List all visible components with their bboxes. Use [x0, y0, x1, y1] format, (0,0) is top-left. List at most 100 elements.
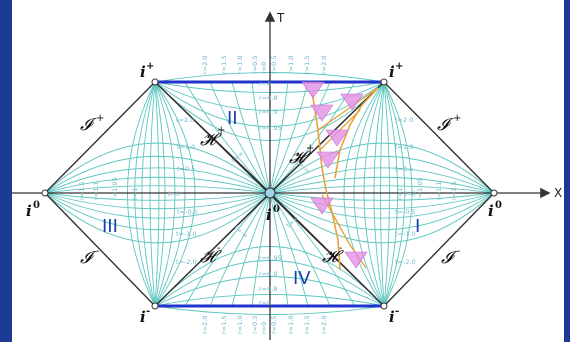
grid-curve: [269, 192, 331, 307]
grid-curve: [209, 81, 271, 194]
center-i-sup: 0: [273, 204, 280, 215]
past-left-i-sup: -: [146, 306, 150, 317]
grid-curve: [269, 192, 289, 307]
region-I: I: [415, 216, 420, 237]
grid-curve: [269, 192, 495, 210]
future-right-i: i: [389, 63, 395, 81]
light-cones: [301, 81, 368, 269]
grid-curve: [44, 192, 271, 231]
scri-minus-left-sup: -: [96, 246, 99, 257]
bottom-r-label: r=0.5: [251, 316, 259, 334]
light-cone: [344, 251, 368, 269]
bottom-r-label: r=1.0: [236, 316, 244, 334]
future-right-point: [380, 78, 388, 86]
light-cone: [325, 129, 349, 147]
t-label-right: t=-1.0: [395, 230, 416, 238]
t-label-right: t=0: [404, 190, 416, 198]
spatial-right-i-sup: 0: [495, 200, 502, 211]
bottom-r-label: r=1.0: [287, 316, 295, 334]
light-cone: [310, 197, 334, 215]
top-r-label: r=0: [260, 62, 268, 74]
central-r-label: r=0.8: [259, 285, 277, 293]
grid-curve: [184, 192, 271, 307]
scri-plus-right-sup: +: [453, 113, 461, 124]
grid-curve: [269, 192, 495, 201]
bottom-r-label: r=1.5: [220, 316, 228, 334]
t-label-right: t=-2.0: [395, 258, 416, 266]
light-cone: [316, 151, 340, 169]
bottom-r-label: r=1.5: [303, 316, 311, 334]
grid-curve: [44, 192, 271, 219]
scri-minus-left: 𝓘: [80, 248, 97, 268]
grid-curve: [269, 192, 495, 231]
r-label-left: r=1.1: [92, 182, 100, 200]
region-II: II: [227, 108, 238, 129]
bottom-r-label: r=0: [260, 322, 268, 334]
grid-curve: [209, 192, 271, 307]
spatial-left-point: [41, 189, 49, 197]
grid-curve: [251, 81, 271, 194]
t-label-left: t=0.5: [177, 165, 195, 173]
scri-minus-right: 𝓘: [441, 248, 458, 268]
past-right-point: [380, 302, 388, 310]
past-left-point: [151, 302, 159, 310]
corner-points: [41, 78, 498, 310]
central-r-label: r=0.95: [259, 124, 282, 132]
grid-curve: [44, 155, 271, 194]
t-label-right: t=2.0: [395, 116, 413, 124]
central-r-label: r=0.9: [259, 108, 277, 116]
grid-curve: [269, 167, 495, 194]
future-right-i-sup: +: [395, 61, 403, 72]
center-i: i: [266, 206, 272, 224]
grid-curve: [269, 81, 309, 194]
past-right-i-sup: -: [395, 306, 399, 317]
grid-curve: [269, 81, 331, 194]
central-r-label: r=0: [259, 80, 271, 88]
grid-curve: [154, 81, 160, 307]
spatial-left-i: i: [26, 202, 32, 220]
top-r-label: r=1.5: [220, 56, 228, 74]
horizon-past-right-sup: -: [339, 243, 342, 254]
top-r-label: r=0.5: [270, 56, 278, 74]
central-r-label: r=0: [259, 299, 271, 307]
grid-curve: [184, 81, 271, 194]
r-label-right: r=1.05: [416, 177, 424, 200]
light-cone: [301, 81, 325, 99]
spatial-left-i-sup: 0: [33, 200, 40, 211]
spatial-right-point: [490, 189, 498, 197]
horizon-past-left-sup: -: [217, 243, 220, 254]
t-label-right: t=1.0: [395, 143, 413, 151]
grid-curve: [231, 81, 271, 194]
bottom-r-label: r=2.0: [201, 316, 209, 334]
r-label-left: r=1: [131, 188, 139, 200]
grid-curve: [251, 192, 271, 307]
grid-curve: [269, 192, 495, 244]
corner-labels: i + i + i - i - i 0 i 0 i 0: [26, 61, 502, 326]
light-cone: [340, 93, 364, 111]
t-label-left: t=1.0: [177, 143, 195, 151]
top-r-label: r=1.5: [303, 56, 311, 74]
scri-minus-right-sup: -: [457, 246, 460, 257]
t-label-left: t=0: [168, 190, 180, 198]
future-left-i-sup: +: [146, 61, 154, 72]
t-label-left: t=-2.0: [176, 258, 197, 266]
grid-curve: [149, 81, 156, 307]
scri-plus-left: 𝓘: [80, 115, 97, 135]
grid-curve: [231, 192, 271, 307]
grid-curve: [44, 192, 271, 201]
grid-curve: [154, 81, 166, 307]
grid-curve: [353, 81, 385, 307]
bifurcation-point: [264, 187, 276, 199]
horizon-t-label: t=-∞: [233, 224, 250, 240]
horizon-future-left-sup: +: [217, 125, 225, 136]
grid-curve: [44, 185, 271, 194]
top-r-label: r=1.0: [287, 56, 295, 74]
future-left-point: [151, 78, 159, 86]
grid-curve: [141, 81, 156, 307]
past-right-i: i: [389, 308, 395, 326]
t-label-left: t=-0.5: [177, 208, 198, 216]
future-left-i: i: [140, 63, 146, 81]
r-label-right: r=1.1: [435, 182, 443, 200]
grid-curve: [269, 142, 495, 194]
